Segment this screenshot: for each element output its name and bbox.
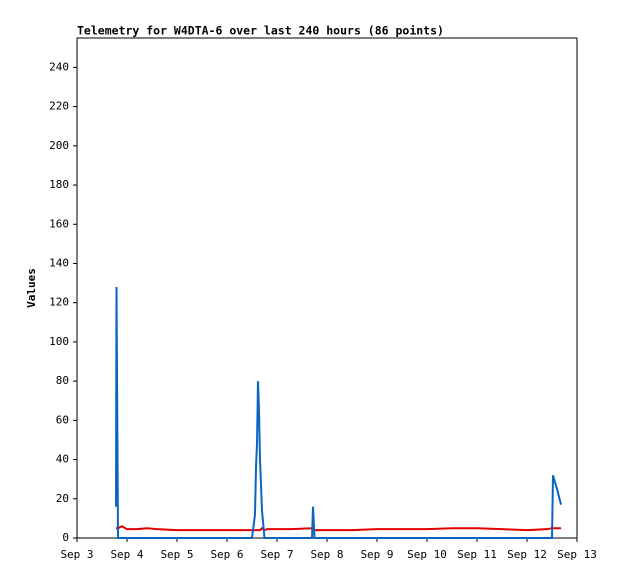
y-axis-label: Values (25, 268, 38, 308)
y-tick-label: 80 (56, 374, 69, 387)
y-tick-label: 200 (49, 139, 69, 152)
y-tick-label: 0 (62, 531, 69, 544)
x-tick-label: Sep 6 (210, 548, 243, 561)
y-tick-label: 240 (49, 60, 69, 73)
y-tick-label: 20 (56, 492, 69, 505)
series-line (116, 525, 561, 532)
y-tick-label: 100 (49, 335, 69, 348)
chart-title: Telemetry for W4DTA-6 over last 240 hour… (77, 24, 444, 38)
x-tick-label: Sep 3 (60, 548, 93, 561)
series-line (115, 287, 562, 539)
y-tick-label: 60 (56, 413, 69, 426)
x-tick-label: Sep 9 (360, 548, 393, 561)
x-tick-label: Sep 5 (160, 548, 193, 561)
x-tick-label: Sep 10 (407, 548, 447, 561)
y-tick-label: 120 (49, 296, 69, 309)
y-tick-label: 160 (49, 217, 69, 230)
x-tick-label: Sep 8 (310, 548, 343, 561)
y-tick-label: 40 (56, 453, 69, 466)
y-tick-label: 140 (49, 256, 69, 269)
x-tick-label: Sep 13 (557, 548, 597, 561)
plot-frame (76, 37, 578, 539)
x-tick-label: Sep 12 (507, 548, 547, 561)
x-tick-label: Sep 11 (457, 548, 497, 561)
y-tick-label: 220 (49, 100, 69, 113)
x-tick-label: Sep 4 (110, 548, 143, 561)
x-tick-label: Sep 7 (260, 548, 293, 561)
y-tick-label: 180 (49, 178, 69, 191)
